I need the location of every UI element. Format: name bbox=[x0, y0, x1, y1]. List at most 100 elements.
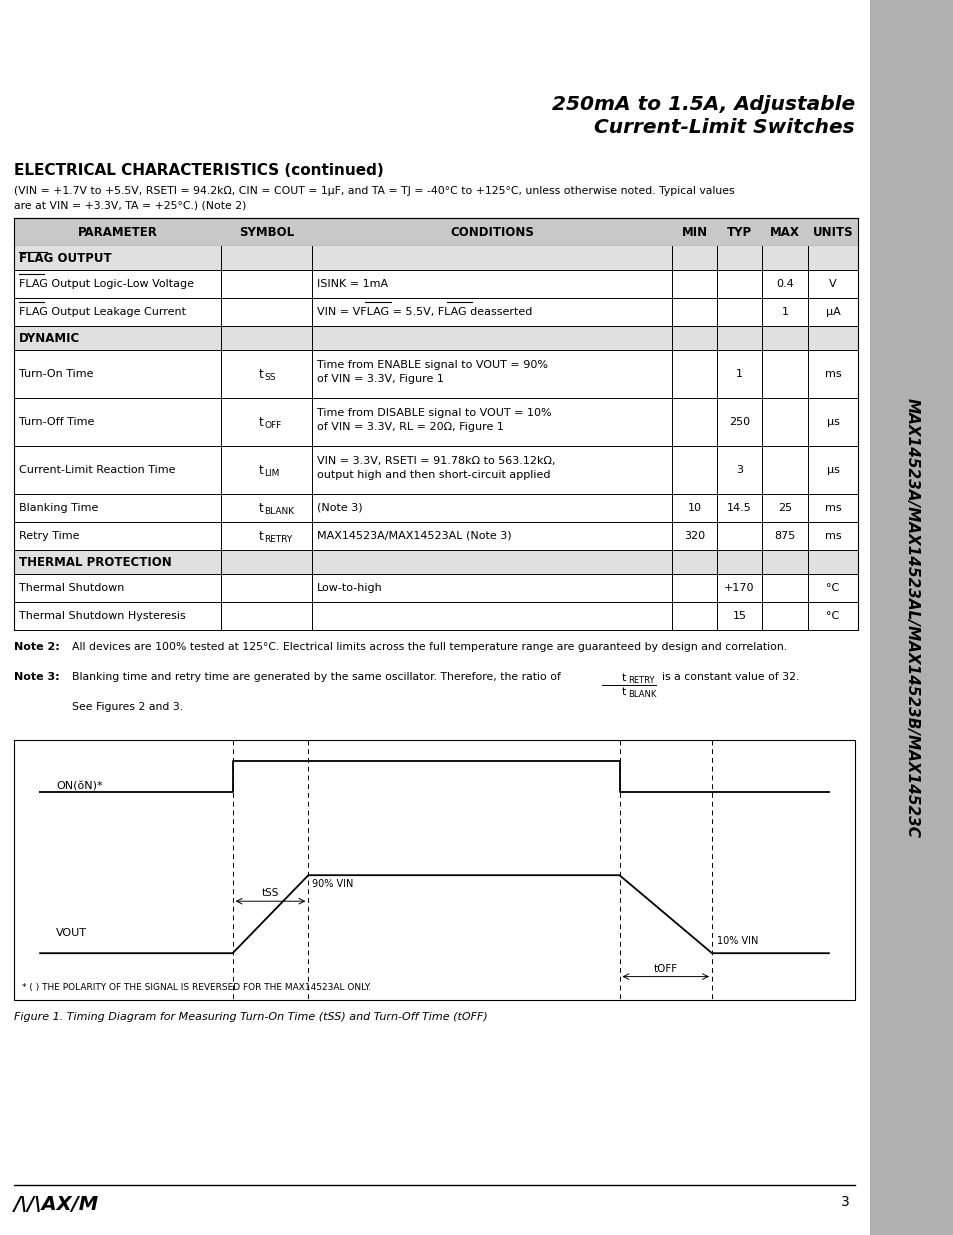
Text: 25: 25 bbox=[777, 503, 791, 513]
Bar bbox=[14, 550, 857, 574]
Text: 0.4: 0.4 bbox=[776, 279, 793, 289]
Text: /\/\AX/M: /\/\AX/M bbox=[14, 1195, 99, 1214]
Text: Time from DISABLE signal to VOUT = 10%: Time from DISABLE signal to VOUT = 10% bbox=[316, 408, 551, 417]
Text: μA: μA bbox=[824, 308, 840, 317]
Text: 3: 3 bbox=[735, 466, 742, 475]
Text: Thermal Shutdown: Thermal Shutdown bbox=[19, 583, 124, 593]
Text: °C: °C bbox=[825, 611, 839, 621]
Text: of VIN = 3.3V, Figure 1: of VIN = 3.3V, Figure 1 bbox=[316, 374, 443, 384]
Text: DYNAMIC: DYNAMIC bbox=[19, 331, 80, 345]
Text: t: t bbox=[258, 463, 263, 477]
Text: Turn-Off Time: Turn-Off Time bbox=[19, 417, 94, 427]
Text: 90% VIN: 90% VIN bbox=[312, 879, 354, 889]
Text: ON(ŏN)*: ON(ŏN)* bbox=[56, 782, 103, 792]
Text: (VIN = +1.7V to +5.5V, RSETI = 94.2kΩ, CIN = COUT = 1μF, and TA = TJ = -40°C to : (VIN = +1.7V to +5.5V, RSETI = 94.2kΩ, C… bbox=[14, 186, 734, 196]
Text: LIM: LIM bbox=[264, 468, 279, 478]
Text: t: t bbox=[621, 673, 625, 683]
Text: THERMAL PROTECTION: THERMAL PROTECTION bbox=[19, 556, 172, 568]
Text: ms: ms bbox=[823, 531, 841, 541]
Text: Time from ENABLE signal to VOUT = 90%: Time from ENABLE signal to VOUT = 90% bbox=[316, 359, 547, 370]
Text: PARAMETER: PARAMETER bbox=[77, 226, 157, 238]
Text: ms: ms bbox=[823, 503, 841, 513]
Text: FLAG Output Leakage Current: FLAG Output Leakage Current bbox=[19, 308, 186, 317]
Text: 10: 10 bbox=[687, 503, 700, 513]
Text: Note 2:: Note 2: bbox=[14, 642, 60, 652]
Text: CONDITIONS: CONDITIONS bbox=[450, 226, 534, 238]
Text: VOUT: VOUT bbox=[56, 929, 87, 939]
Text: FLAG Output Logic-Low Voltage: FLAG Output Logic-Low Voltage bbox=[19, 279, 193, 289]
Bar bbox=[14, 298, 857, 326]
Text: Current-Limit Reaction Time: Current-Limit Reaction Time bbox=[19, 466, 175, 475]
Text: 14.5: 14.5 bbox=[726, 503, 751, 513]
Text: °C: °C bbox=[825, 583, 839, 593]
Bar bbox=[14, 219, 857, 246]
Text: t: t bbox=[258, 368, 263, 380]
Text: 1: 1 bbox=[781, 308, 788, 317]
Text: See Figures 2 and 3.: See Figures 2 and 3. bbox=[71, 701, 183, 713]
Text: 10% VIN: 10% VIN bbox=[717, 936, 758, 946]
Text: MAX: MAX bbox=[769, 226, 800, 238]
Text: Current-Limit Switches: Current-Limit Switches bbox=[594, 119, 854, 137]
Text: Retry Time: Retry Time bbox=[19, 531, 79, 541]
Bar bbox=[14, 494, 857, 522]
Bar bbox=[14, 350, 857, 398]
Text: t: t bbox=[258, 415, 263, 429]
Text: Low-to-high: Low-to-high bbox=[316, 583, 382, 593]
Text: is a constant value of 32.: is a constant value of 32. bbox=[661, 672, 799, 682]
Bar bbox=[14, 601, 857, 630]
Text: FLAG OUTPUT: FLAG OUTPUT bbox=[19, 252, 112, 264]
Text: All devices are 100% tested at 125°C. Electrical limits across the full temperat: All devices are 100% tested at 125°C. El… bbox=[71, 642, 786, 652]
Text: MAX14523A/MAX14523AL (Note 3): MAX14523A/MAX14523AL (Note 3) bbox=[316, 531, 511, 541]
Text: Note 3:: Note 3: bbox=[14, 672, 59, 682]
Bar bbox=[14, 246, 857, 270]
Bar bbox=[869, 0, 953, 1235]
Text: tOFF: tOFF bbox=[653, 963, 678, 973]
Text: ISINK = 1mA: ISINK = 1mA bbox=[316, 279, 388, 289]
Text: t: t bbox=[258, 530, 263, 542]
Text: ms: ms bbox=[823, 369, 841, 379]
Text: Blanking Time: Blanking Time bbox=[19, 503, 98, 513]
Text: Blanking time and retry time are generated by the same oscillator. Therefore, th: Blanking time and retry time are generat… bbox=[71, 672, 560, 682]
Bar bbox=[14, 326, 857, 350]
Text: BLANK: BLANK bbox=[264, 506, 294, 515]
Text: SS: SS bbox=[264, 373, 275, 382]
Text: t: t bbox=[258, 501, 263, 515]
Bar bbox=[14, 270, 857, 298]
Text: tSS: tSS bbox=[261, 888, 279, 898]
Text: UNITS: UNITS bbox=[812, 226, 852, 238]
Bar bbox=[14, 740, 854, 1000]
Text: RETRY: RETRY bbox=[627, 676, 654, 685]
Text: TYP: TYP bbox=[726, 226, 751, 238]
Text: V: V bbox=[828, 279, 836, 289]
Text: of VIN = 3.3V, RL = 20Ω, Figure 1: of VIN = 3.3V, RL = 20Ω, Figure 1 bbox=[316, 422, 503, 432]
Text: μs: μs bbox=[825, 466, 839, 475]
Text: 15: 15 bbox=[732, 611, 745, 621]
Text: BLANK: BLANK bbox=[627, 690, 656, 699]
Text: 3: 3 bbox=[841, 1195, 849, 1209]
Text: MAX14523A/MAX14523AL/MAX14523B/MAX14523C: MAX14523A/MAX14523AL/MAX14523B/MAX14523C bbox=[903, 398, 919, 839]
Text: (Note 3): (Note 3) bbox=[316, 503, 362, 513]
Text: +170: +170 bbox=[723, 583, 754, 593]
Text: 875: 875 bbox=[774, 531, 795, 541]
Text: μs: μs bbox=[825, 417, 839, 427]
Text: * ( ) THE POLARITY OF THE SIGNAL IS REVERSED FOR THE MAX14523AL ONLY.: * ( ) THE POLARITY OF THE SIGNAL IS REVE… bbox=[22, 983, 371, 992]
Text: ELECTRICAL CHARACTERISTICS (continued): ELECTRICAL CHARACTERISTICS (continued) bbox=[14, 163, 383, 178]
Text: SYMBOL: SYMBOL bbox=[238, 226, 294, 238]
Text: 250mA to 1.5A, Adjustable: 250mA to 1.5A, Adjustable bbox=[551, 95, 854, 114]
Text: are at VIN = +3.3V, TA = +25°C.) (Note 2): are at VIN = +3.3V, TA = +25°C.) (Note 2… bbox=[14, 200, 246, 210]
Text: t: t bbox=[621, 687, 625, 697]
Text: 250: 250 bbox=[728, 417, 749, 427]
Bar bbox=[14, 574, 857, 601]
Text: Figure 1. Timing Diagram for Measuring Turn-On Time (tSS) and Turn-Off Time (tOF: Figure 1. Timing Diagram for Measuring T… bbox=[14, 1011, 487, 1023]
Text: RETRY: RETRY bbox=[264, 535, 293, 543]
Text: VIN = VFLAG = 5.5V, FLAG deasserted: VIN = VFLAG = 5.5V, FLAG deasserted bbox=[316, 308, 532, 317]
Text: Turn-On Time: Turn-On Time bbox=[19, 369, 93, 379]
Text: output high and then short-circuit applied: output high and then short-circuit appli… bbox=[316, 471, 550, 480]
Bar bbox=[14, 446, 857, 494]
Text: 1: 1 bbox=[735, 369, 742, 379]
Text: VIN = 3.3V, RSETI = 91.78kΩ to 563.12kΩ,: VIN = 3.3V, RSETI = 91.78kΩ to 563.12kΩ, bbox=[316, 456, 555, 466]
Text: MIN: MIN bbox=[680, 226, 707, 238]
Text: OFF: OFF bbox=[264, 420, 281, 430]
Text: Thermal Shutdown Hysteresis: Thermal Shutdown Hysteresis bbox=[19, 611, 186, 621]
Bar bbox=[14, 522, 857, 550]
